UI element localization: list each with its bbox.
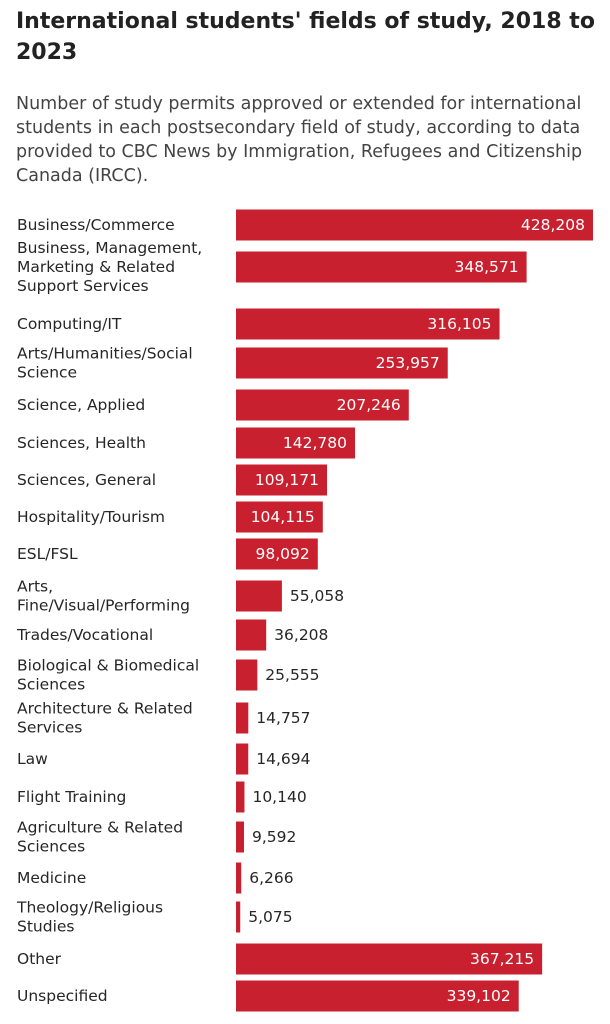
- value-label: 348,571: [454, 258, 518, 276]
- bar: [236, 901, 241, 933]
- value-label: 104,115: [251, 508, 315, 526]
- category-label: Medicine: [17, 869, 86, 887]
- category-label: Science, Applied: [17, 396, 145, 414]
- category-label: ESL/FSL: [17, 545, 78, 563]
- category-label: Unspecified: [17, 987, 108, 1005]
- bar: [236, 619, 267, 651]
- bar: [236, 743, 249, 775]
- bar: [236, 659, 258, 691]
- value-label: 5,075: [248, 908, 292, 926]
- bar: [236, 464, 328, 496]
- category-label: Business, Management, Marketing & Related…: [17, 239, 202, 295]
- value-label: 10,140: [252, 788, 306, 806]
- value-label: 253,957: [376, 354, 440, 372]
- bar: [236, 580, 282, 612]
- bar: [236, 943, 543, 975]
- value-label: 55,058: [290, 587, 344, 605]
- category-label: Law: [17, 750, 48, 768]
- category-label: Hospitality/Tourism: [17, 508, 165, 526]
- chart-subtitle: Number of study permits approved or exte…: [16, 94, 583, 186]
- category-label: Biological & Biomedical Sciences: [17, 657, 199, 694]
- bar: [236, 862, 242, 894]
- value-label: 339,102: [447, 987, 511, 1005]
- bar: [236, 781, 245, 813]
- category-label: Theology/Religious Studies: [16, 899, 163, 936]
- value-label: 109,171: [255, 471, 319, 489]
- category-label: Sciences, Health: [17, 434, 146, 452]
- value-label: 142,780: [283, 434, 347, 452]
- category-label: Architecture & Related Services: [17, 700, 193, 737]
- category-label: Arts, Fine/Visual/Performing: [17, 578, 190, 615]
- bar: [236, 251, 527, 283]
- value-label: 36,208: [274, 626, 328, 644]
- category-label: Arts/Humanities/Social Science: [17, 345, 193, 382]
- value-label: 14,694: [256, 750, 310, 768]
- value-label: 14,757: [256, 709, 310, 727]
- bar: [236, 209, 593, 241]
- bar: [236, 980, 519, 1012]
- bar: [236, 501, 323, 533]
- category-label: Other: [17, 950, 62, 968]
- category-label: Trades/Vocational: [16, 626, 153, 644]
- bar: [236, 347, 448, 379]
- value-label: 316,105: [427, 315, 491, 333]
- bar: [236, 821, 244, 853]
- value-label: 367,215: [470, 950, 534, 968]
- bar: [236, 427, 356, 459]
- bar: [236, 702, 249, 734]
- bar: [236, 538, 318, 570]
- value-label: 6,266: [249, 869, 293, 887]
- chart-title: International students' fields of study,…: [16, 9, 595, 65]
- bar: [236, 308, 500, 340]
- value-label: 9,592: [252, 828, 296, 846]
- category-label: Sciences, General: [17, 471, 156, 489]
- category-label: Business/Commerce: [17, 216, 175, 234]
- category-label: Flight Training: [17, 788, 126, 806]
- value-label: 207,246: [337, 396, 401, 414]
- category-label: Computing/IT: [17, 315, 122, 333]
- bar: [236, 389, 409, 421]
- value-label: 428,208: [521, 216, 585, 234]
- category-label: Agriculture & Related Sciences: [17, 819, 183, 856]
- value-label: 25,555: [265, 666, 319, 684]
- value-label: 98,092: [256, 545, 310, 563]
